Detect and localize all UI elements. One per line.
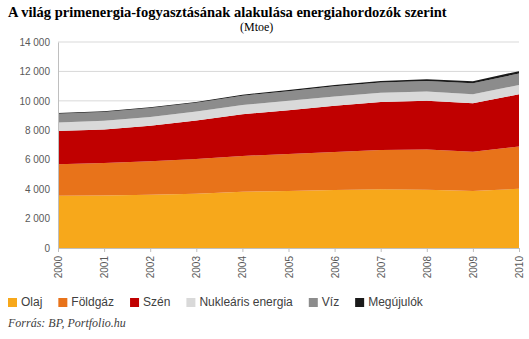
tick-label: 2005 [284, 256, 295, 279]
tick-label: 2 000 [25, 213, 50, 224]
tick: 2005 [284, 248, 295, 278]
legend-swatch [186, 298, 195, 307]
tick-label: 12 000 [19, 66, 50, 77]
tick-label: 2007 [376, 256, 387, 279]
tick-label: 2009 [468, 256, 479, 279]
legend-swatch [355, 298, 364, 307]
area [58, 71, 519, 114]
grid-line [58, 42, 519, 43]
tick-label: 2006 [330, 256, 341, 279]
tick-label: 4 000 [25, 184, 50, 195]
tick: 2004 [237, 248, 248, 278]
tick-mark [150, 248, 151, 252]
tick: 2003 [191, 248, 202, 278]
y-axis: 0 2 000 4 000 6 000 8 000 10 000 12 000 14 000 [19, 37, 58, 254]
tick: 2008 [422, 248, 433, 278]
tick: 2010 [514, 248, 525, 278]
legend-item: Nukleáris energia [186, 295, 293, 309]
axis-line [58, 43, 59, 249]
tick: 6 000 [25, 154, 58, 165]
tick: 2006 [330, 248, 341, 278]
tick-mark [58, 248, 59, 252]
grid-line [58, 71, 519, 72]
tick: 12 000 [19, 66, 58, 77]
tick: 14 000 [19, 37, 58, 48]
tick-label: 2010 [514, 256, 525, 279]
tick-mark [427, 248, 428, 252]
tick: 10 000 [19, 96, 58, 107]
legend-item: Szén [130, 295, 170, 309]
tick: 8 000 [25, 125, 58, 136]
legend-item: Földgáz [58, 295, 114, 309]
tick-label: 2001 [99, 256, 110, 279]
tick-label: 2008 [422, 256, 433, 279]
grid [58, 42, 519, 248]
plot: 0 2 000 4 000 6 000 8 000 10 000 12 000 14 000 2… [19, 37, 525, 279]
tick: 2000 [53, 248, 64, 278]
legend-swatch [130, 298, 139, 307]
tick: 2007 [376, 248, 387, 278]
legend-swatch [309, 298, 318, 307]
tick: 0 [44, 243, 58, 254]
legend-label: Nukleáris energia [199, 295, 293, 309]
tick-label: 14 000 [19, 37, 50, 48]
tick-label: 2000 [53, 256, 64, 279]
tick-label: 8 000 [25, 125, 50, 136]
tick-label: 2004 [237, 256, 248, 279]
areas [58, 71, 519, 248]
tick-mark [335, 248, 336, 252]
legend-item: Olaj [8, 295, 42, 309]
source: Forrás: BP, Portfolio.hu [7, 316, 126, 330]
tick-mark [289, 248, 290, 252]
legend-swatch [58, 298, 67, 307]
tick: 4 000 [25, 184, 58, 195]
tick-mark [381, 248, 382, 252]
legend-label: Szén [143, 295, 170, 309]
tick-label: 2002 [145, 256, 156, 279]
legend-label: Földgáz [71, 295, 114, 309]
tick: 2 000 [25, 213, 58, 224]
legend-item: Megújulók [355, 295, 424, 309]
tick-mark [196, 248, 197, 252]
chart: A világ primenergia-fogyasztásának alaku… [0, 0, 529, 339]
tick: 2002 [145, 248, 156, 278]
tick-label: 10 000 [19, 96, 50, 107]
x-axis: 2000 2001 2002 2003 2004 2005 2006 2007 2008 2009… [53, 248, 525, 278]
legend-item: Víz [309, 295, 339, 309]
tick: 2009 [468, 248, 479, 278]
tick-mark [473, 248, 474, 252]
tick-mark [104, 248, 105, 252]
area [58, 189, 519, 248]
legend: Olaj Földgáz Szén Nukleáris energia Víz Megúj… [8, 295, 424, 309]
legend-label: Víz [322, 295, 339, 309]
title: A világ primenergia-fogyasztásának alaku… [8, 4, 447, 20]
legend-swatch [8, 298, 17, 307]
tick-mark [519, 248, 520, 252]
tick-mark [242, 248, 243, 252]
tick-label: 2003 [191, 256, 202, 279]
tick-label: 0 [44, 243, 50, 254]
legend-label: Megújulók [368, 295, 424, 309]
subtitle: (Mtoe) [240, 20, 273, 34]
legend-label: Olaj [21, 295, 42, 309]
tick: 2001 [99, 248, 110, 278]
tick-label: 6 000 [25, 154, 50, 165]
